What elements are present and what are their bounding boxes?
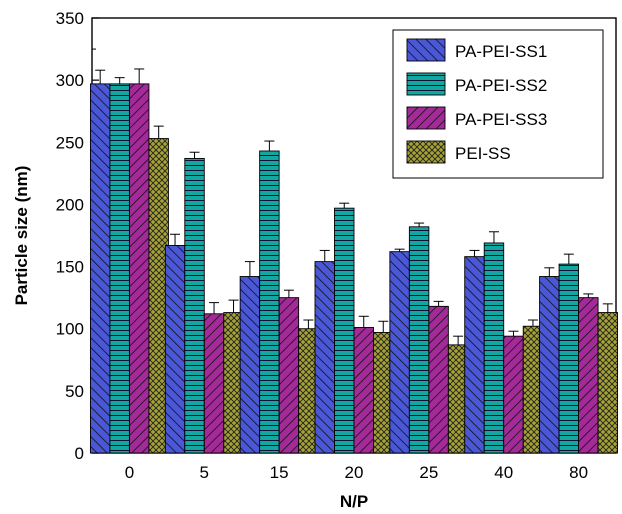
x-tick-label: 40 — [494, 463, 513, 482]
legend-label: PEI-SS — [455, 144, 511, 163]
bar-pa-pei-ss1-np-40 — [464, 256, 485, 454]
x-tick-label: 15 — [270, 463, 289, 482]
bar-pa-pei-ss1-np-20 — [314, 261, 335, 454]
x-tick-label: 20 — [345, 463, 364, 482]
y-axis-title: Particle size (nm) — [12, 166, 31, 306]
x-tick-label: 5 — [200, 463, 209, 482]
y-tick-label: 350 — [56, 9, 84, 28]
x-tick-label: 0 — [125, 463, 134, 482]
y-tick-label: 300 — [56, 71, 84, 90]
legend-swatch — [406, 38, 446, 62]
bar-pa-pei-ss2-np-5 — [184, 157, 205, 454]
legend-swatch — [406, 140, 446, 164]
bar-pa-pei-ss1-np-5 — [164, 244, 186, 454]
legend-label: PA-PEI-SS1 — [455, 42, 547, 61]
bar-pa-pei-ss2-np-25 — [408, 226, 430, 454]
bar-pa-pei-ss2-np-80 — [558, 263, 580, 454]
bar-pa-pei-ss3-np-25 — [428, 305, 449, 454]
x-tick-label: 25 — [419, 463, 438, 482]
bar-pa-pei-ss3-np-20 — [353, 327, 374, 454]
bar-pa-pei-ss3-np-5 — [203, 313, 225, 454]
y-tick-label: 50 — [65, 382, 84, 401]
y-axis: 0 50 100 150 200 250 300 350 — [56, 9, 99, 463]
bar-pei-ss-np-80 — [597, 312, 619, 454]
x-axis: 0 5 15 20 25 40 80 — [125, 447, 588, 482]
bar-pa-pei-ss2-np-20 — [334, 207, 355, 454]
bar-pa-pei-ss3-np-80 — [578, 297, 599, 454]
bars-group — [89, 68, 619, 454]
y-tick-label: 0 — [75, 444, 84, 463]
bar-pa-pei-ss1-np-25 — [389, 251, 410, 454]
legend-swatch — [406, 106, 446, 130]
x-tick-label: 80 — [569, 463, 588, 482]
bar-pa-pei-ss3-np-15 — [278, 297, 300, 454]
bar-pa-pei-ss3-np-0 — [128, 83, 150, 454]
bar-pa-pei-ss2-np-15 — [259, 150, 280, 454]
legend-label: PA-PEI-SS3 — [455, 110, 547, 129]
bar-pa-pei-ss3-np-40 — [503, 335, 524, 454]
y-tick-label: 100 — [56, 320, 84, 339]
y-tick-label: 150 — [56, 258, 84, 277]
bar-pa-pei-ss1-np-15 — [239, 276, 261, 454]
legend: PA-PEI-SS1 PA-PEI-SS2 PA-PEI-SS3 PEI-SS — [392, 29, 604, 179]
legend-label: PA-PEI-SS2 — [455, 76, 547, 95]
x-axis-title: N/P — [340, 492, 368, 511]
y-tick-label: 200 — [56, 195, 84, 214]
legend-swatch — [406, 72, 446, 96]
bar-pa-pei-ss1-np-0 — [89, 83, 111, 454]
bar-pa-pei-ss2-np-40 — [483, 242, 505, 454]
bar-pa-pei-ss1-np-80 — [539, 276, 560, 454]
y-tick-label: 250 — [56, 133, 84, 152]
bar-pa-pei-ss2-np-0 — [109, 83, 130, 454]
